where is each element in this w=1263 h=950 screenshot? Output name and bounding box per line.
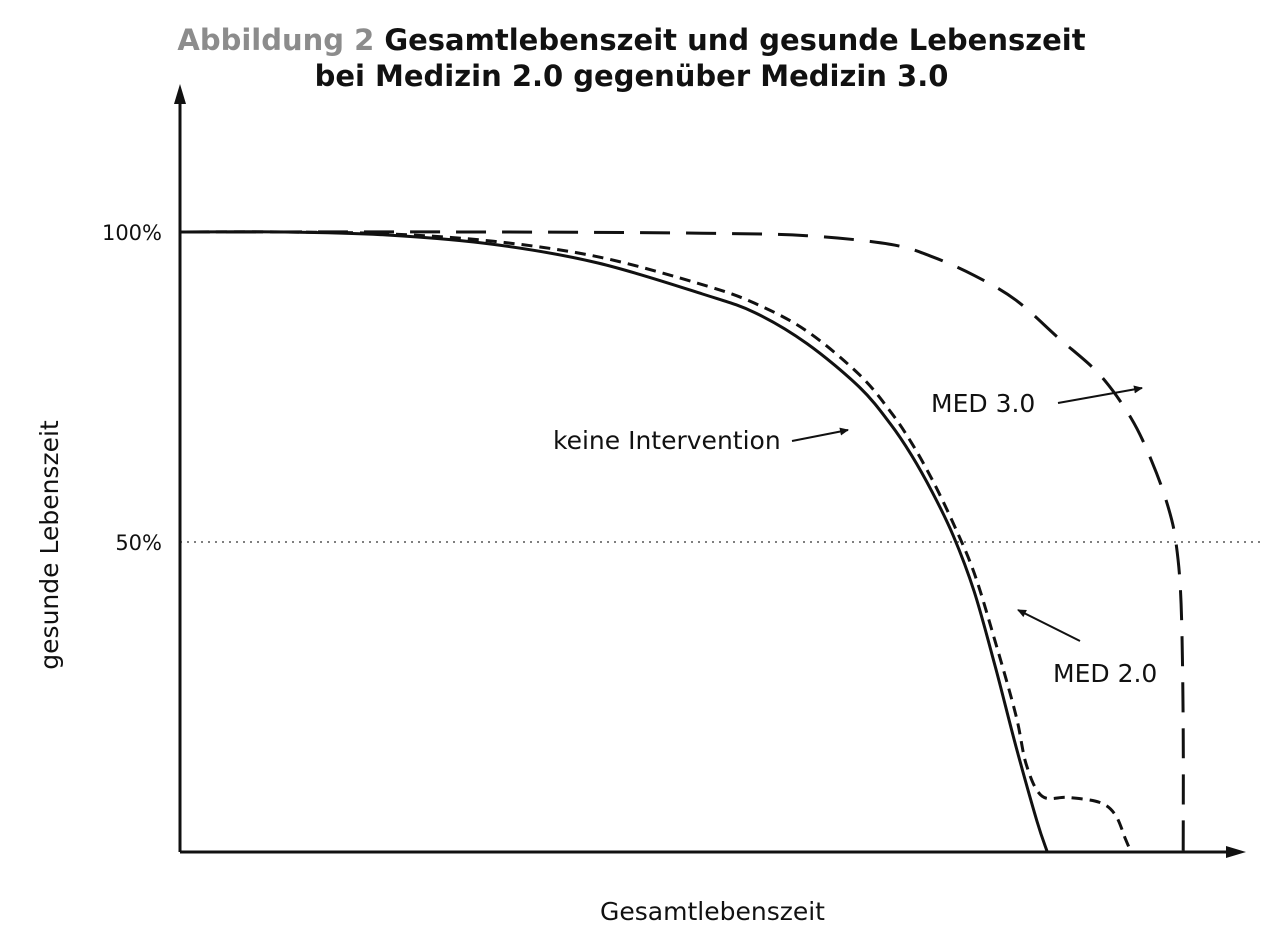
chart-title-block: Abbildung 2 Gesamtlebenszeit und gesunde … <box>0 22 1263 94</box>
annotation-label-med-3-0: MED 3.0 <box>931 389 1035 418</box>
chart-subtitle: bei Medizin 2.0 gegenüber Medizin 3.0 <box>314 59 949 93</box>
annotation-arrow-med-2-0 <box>1017 609 1081 642</box>
chart-title: Gesamtlebenszeit und gesunde Lebenszeit <box>384 23 1086 57</box>
series-line-med-3-0 <box>179 230 1185 853</box>
series-line-keine-intervention <box>179 230 1049 853</box>
y-axis-arrowhead <box>174 84 186 104</box>
y-tick-label-100: 100% <box>102 221 162 245</box>
annotation-label-keine-intervention: keine Intervention <box>553 426 781 455</box>
figure-label: Abbildung 2 <box>177 23 375 57</box>
annotation-arrow-keine-intervention <box>791 427 849 442</box>
series <box>179 230 1185 853</box>
y-tick-label-50: 50% <box>115 531 162 555</box>
axes: 50% 100% Gesamtlebenszeit gesunde Lebenszei… <box>35 84 1246 926</box>
x-axis-title: Gesamtlebenszeit <box>600 897 825 926</box>
series-line-med-2-0 <box>179 230 1133 853</box>
annotations: keine Intervention MED 3.0 MED 2.0 <box>553 385 1157 688</box>
y-axis-title: gesunde Lebenszeit <box>35 420 64 670</box>
annotation-arrow-med-3-0 <box>1057 385 1143 404</box>
x-axis-arrowhead <box>1226 846 1246 858</box>
annotation-label-med-2-0: MED 2.0 <box>1053 659 1157 688</box>
